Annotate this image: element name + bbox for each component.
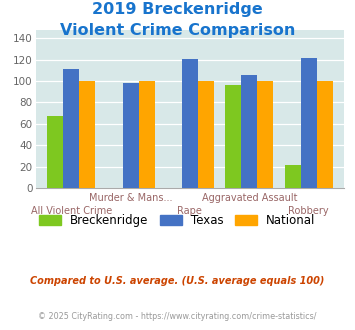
Text: Robbery: Robbery: [288, 206, 329, 216]
Text: Compared to U.S. average. (U.S. average equals 100): Compared to U.S. average. (U.S. average …: [30, 276, 325, 285]
Text: All Violent Crime: All Violent Crime: [31, 206, 112, 216]
Text: © 2025 CityRating.com - https://www.cityrating.com/crime-statistics/: © 2025 CityRating.com - https://www.city…: [38, 312, 317, 321]
Bar: [47, 116, 63, 188]
Bar: [285, 165, 301, 188]
Bar: [241, 75, 257, 188]
Bar: [63, 69, 79, 188]
Text: Aggravated Assault: Aggravated Assault: [202, 193, 297, 203]
Bar: [79, 81, 95, 188]
Bar: [198, 81, 214, 188]
Bar: [257, 81, 273, 188]
Text: Murder & Mans...: Murder & Mans...: [89, 193, 172, 203]
Text: Violent Crime Comparison: Violent Crime Comparison: [60, 23, 295, 38]
Bar: [301, 57, 317, 188]
Bar: [317, 81, 333, 188]
Bar: [182, 59, 198, 188]
Text: Rape: Rape: [178, 206, 202, 216]
Bar: [138, 81, 154, 188]
Bar: [122, 83, 138, 188]
Bar: [225, 85, 241, 188]
Text: 2019 Breckenridge: 2019 Breckenridge: [92, 2, 263, 16]
Legend: Breckenridge, Texas, National: Breckenridge, Texas, National: [35, 209, 320, 232]
